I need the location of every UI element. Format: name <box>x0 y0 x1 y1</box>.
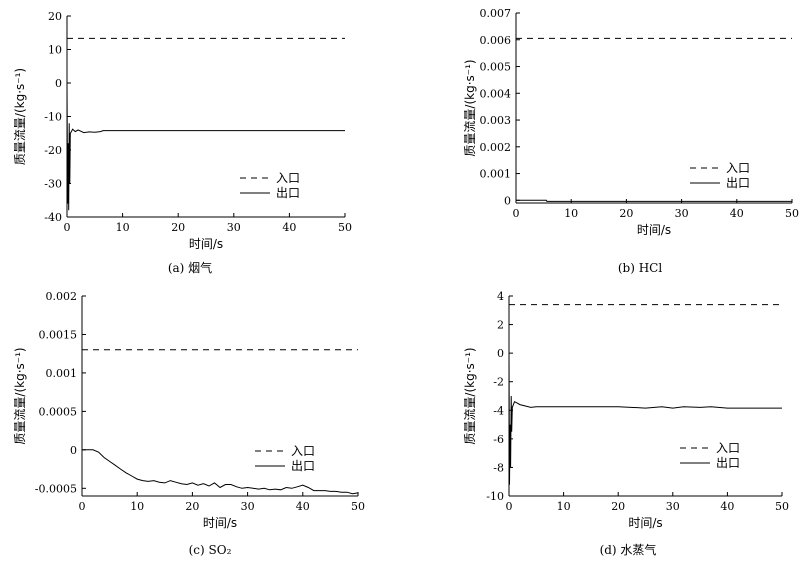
chart-panel-2: 0 10 20 30 40 50 0 0.001 0.002 0.003 0.004 0.005 0.0… <box>463 7 799 275</box>
legend-label: 入口 <box>291 444 315 458</box>
x-tick-label: 10 <box>564 207 578 220</box>
y-tick-label: -6 <box>493 433 504 446</box>
x-tick-label: 50 <box>775 500 789 513</box>
x-tick-label: 0 <box>513 207 520 220</box>
x-tick-label: 0 <box>506 500 513 513</box>
x-tick-label: 20 <box>611 500 625 513</box>
y-tick-label: 0.002 <box>480 141 512 154</box>
x-axis-label: 时间/s <box>637 223 671 237</box>
y-tick-label: 2 <box>497 319 504 332</box>
y-tick-label: 10 <box>48 44 62 57</box>
legend-label: 出口 <box>726 176 750 190</box>
y-tick-label: -4 <box>493 404 504 417</box>
y-tick-label: 4 <box>497 290 504 303</box>
x-axis-label: 时间/s <box>203 516 237 530</box>
x-tick-label: 20 <box>619 207 633 220</box>
x-tick-label: 30 <box>666 500 680 513</box>
x-tick-label: 50 <box>785 207 799 220</box>
legend-label: 出口 <box>716 456 740 470</box>
series-outlet-line <box>82 449 359 495</box>
x-axis-label: 时间/s <box>628 516 662 530</box>
y-tick-label: 20 <box>48 10 62 23</box>
legend-label: 出口 <box>291 459 315 473</box>
y-tick-label: -0.0005 <box>35 482 77 495</box>
x-tick-label: 10 <box>557 500 571 513</box>
y-tick-label: 0.006 <box>480 34 512 47</box>
chart-panel-4: 0 10 20 30 40 50 -10 -8 -6 -4 -2 0 2 4 时间/s 质量流量/(kg·s⁻… <box>463 290 789 557</box>
y-tick-label: 0.0015 <box>39 328 78 341</box>
y-tick-label: -8 <box>493 461 504 474</box>
x-tick-label: 0 <box>79 500 86 513</box>
y-tick-label: 0.007 <box>480 7 512 20</box>
x-tick-label: 30 <box>241 500 255 513</box>
y-tick-label: 0 <box>55 77 62 90</box>
x-tick-label: 40 <box>296 500 310 513</box>
legend-label: 入口 <box>716 441 740 455</box>
y-tick-label: -2 <box>493 376 504 389</box>
y-tick-label: 0 <box>70 444 77 457</box>
panel-caption: (d) 水蒸气 <box>600 542 657 557</box>
y-tick-label: -30 <box>44 178 62 191</box>
chart-panel-3: 0 10 20 30 40 50-0.000500.00050.0010.00150.00… <box>13 290 365 557</box>
y-axis-label: 质量流量/(kg·s⁻¹) <box>13 68 27 165</box>
y-axis-label: 质量流量/(kg·s⁻¹) <box>13 347 27 444</box>
legend-label: 入口 <box>276 171 300 185</box>
y-tick-label: -10 <box>44 111 62 124</box>
x-tick-label: 50 <box>351 500 365 513</box>
x-tick-label: 0 <box>64 221 71 234</box>
x-tick-label: 20 <box>171 221 185 234</box>
legend-label: 出口 <box>276 186 300 200</box>
y-tick-label: 0.001 <box>46 367 78 380</box>
panel-caption: (b) HCl <box>618 261 663 275</box>
series-outlet-line <box>508 353 782 485</box>
x-tick-label: 10 <box>130 500 144 513</box>
y-tick-label: 0.002 <box>46 290 78 303</box>
x-tick-label: 40 <box>720 500 734 513</box>
x-axis-label: 时间/s <box>189 237 223 251</box>
y-tick-label: 0.003 <box>480 114 512 127</box>
y-tick-label: 0.0005 <box>39 405 78 418</box>
x-tick-label: 40 <box>282 221 296 234</box>
x-tick-label: 20 <box>185 500 199 513</box>
y-tick-label: -20 <box>44 144 62 157</box>
x-tick-label: 30 <box>675 207 689 220</box>
y-tick-label: 0.005 <box>480 61 512 74</box>
y-tick-label: -40 <box>44 211 62 224</box>
x-tick-label: 30 <box>227 221 241 234</box>
panel-caption: (c) SO₂ <box>189 543 232 557</box>
panel-caption: (a) 烟气 <box>168 260 212 275</box>
x-tick-label: 10 <box>116 221 130 234</box>
x-tick-label: 40 <box>730 207 744 220</box>
series-outlet-line <box>516 199 792 202</box>
y-tick-label: 0 <box>497 347 504 360</box>
y-tick-label: 0.001 <box>480 168 512 181</box>
y-axis-label: 质量流量/(kg·s⁻¹) <box>463 59 477 156</box>
legend-label: 入口 <box>726 161 750 175</box>
y-axis-label: 质量流量/(kg·s⁻¹) <box>463 347 477 444</box>
x-tick-label: 50 <box>338 221 352 234</box>
y-tick-label: 0.004 <box>480 87 512 100</box>
y-tick-label: -10 <box>486 490 504 503</box>
chart-panel-1: 0 10 20 30 40 50 -40 -30 -20 -10 0 10 20 时间/s 质量流量/(kg… <box>13 10 352 275</box>
y-tick-label: 0 <box>504 194 511 207</box>
series-outlet-line <box>66 82 345 211</box>
